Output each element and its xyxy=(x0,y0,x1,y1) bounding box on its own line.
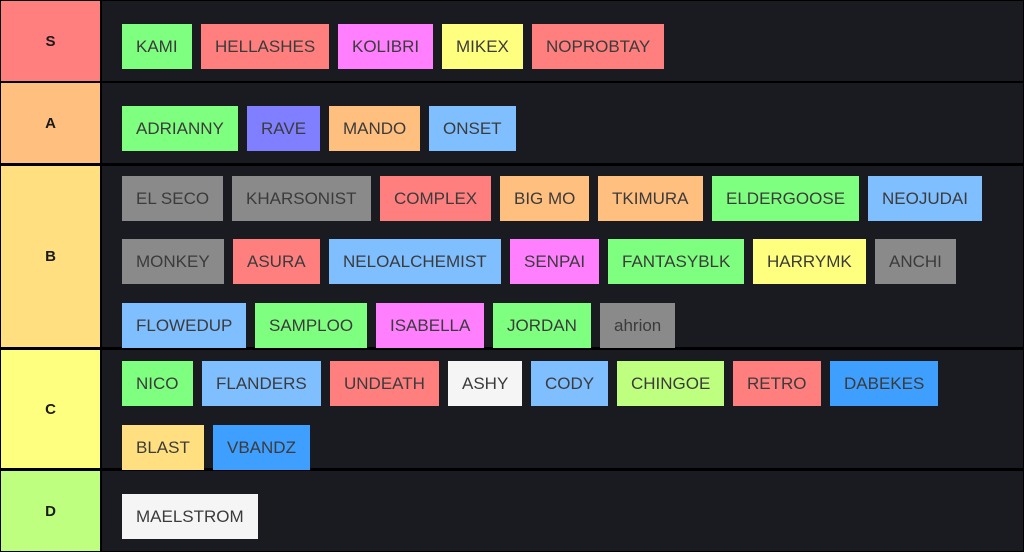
tier-item[interactable]: FANTASYBLK xyxy=(608,239,745,284)
tier-item[interactable]: KOLIBRI xyxy=(338,24,434,69)
tier-item[interactable]: ISABELLA xyxy=(376,303,485,348)
tier-row-b: B EL SECO KHARSONIST COMPLEX BIG MO TKIMURA EL… xyxy=(0,166,1024,348)
tier-items[interactable]: NICO FLANDERS UNDEATH ASHY CODY CHINGOE RETRO D… xyxy=(102,350,1023,470)
tier-item[interactable]: ANCHI xyxy=(875,239,956,284)
tier-label[interactable]: B xyxy=(1,166,100,347)
tier-item[interactable]: SENPAI xyxy=(510,239,600,284)
tier-items[interactable]: MAELSTROM xyxy=(102,471,1023,551)
tier-item[interactable]: COMPLEX xyxy=(380,176,492,221)
tier-item[interactable]: MIKEX xyxy=(442,24,523,69)
tier-item[interactable]: BIG MO xyxy=(500,176,590,221)
tier-item[interactable]: ONSET xyxy=(429,106,516,151)
tier-item[interactable]: SAMPLOO xyxy=(255,303,368,348)
tier-item[interactable]: KHARSONIST xyxy=(232,176,371,221)
tier-item[interactable]: HELLASHES xyxy=(201,24,330,69)
tier-item[interactable]: KAMI xyxy=(122,24,192,69)
tier-label[interactable]: A xyxy=(1,83,100,163)
tier-item[interactable]: RETRO xyxy=(733,361,821,406)
tier-item[interactable]: BLAST xyxy=(122,425,204,470)
tier-item[interactable]: CHINGOE xyxy=(617,361,725,406)
tier-items[interactable]: ADRIANNY RAVE MANDO ONSET xyxy=(102,83,1023,163)
tier-item[interactable]: NELOALCHEMIST xyxy=(329,239,501,284)
tier-item[interactable]: NEOJUDAI xyxy=(868,176,982,221)
tier-label[interactable]: S xyxy=(1,1,100,81)
tier-item[interactable]: NOPROBTAY xyxy=(532,24,665,69)
tier-item[interactable]: ASHY xyxy=(448,361,523,406)
tier-row-s: S KAMI HELLASHES KOLIBRI MIKEX NOPROBTAY xyxy=(0,1,1024,81)
tier-item[interactable]: HARRYMK xyxy=(753,239,866,284)
tier-item[interactable]: NICO xyxy=(122,361,193,406)
tier-label[interactable]: C xyxy=(1,350,100,468)
tier-label[interactable]: D xyxy=(1,471,100,551)
tier-item[interactable]: MONKEY xyxy=(122,239,224,284)
tier-item[interactable]: TKIMURA xyxy=(598,176,703,221)
tier-item[interactable]: FLOWEDUP xyxy=(122,303,247,348)
tier-items[interactable]: KAMI HELLASHES KOLIBRI MIKEX NOPROBTAY xyxy=(102,1,1023,81)
tier-item[interactable]: ahrion xyxy=(600,303,676,348)
tier-item[interactable]: ELDERGOOSE xyxy=(712,176,860,221)
tier-item[interactable]: CODY xyxy=(531,361,609,406)
tier-item[interactable]: RAVE xyxy=(247,106,321,151)
tier-item[interactable]: DABEKES xyxy=(830,361,939,406)
tier-item[interactable]: JORDAN xyxy=(493,303,591,348)
tier-items[interactable]: EL SECO KHARSONIST COMPLEX BIG MO TKIMURA ELD… xyxy=(102,166,1023,348)
tier-item[interactable]: MANDO xyxy=(329,106,421,151)
tier-item[interactable]: VBANDZ xyxy=(213,425,310,470)
tier-item[interactable]: ADRIANNY xyxy=(122,106,238,151)
tier-item[interactable]: MAELSTROM xyxy=(122,494,258,539)
tier-item[interactable]: EL SECO xyxy=(122,176,224,221)
tier-item[interactable]: ASURA xyxy=(233,239,320,284)
tier-row-c: C NICO FLANDERS UNDEATH ASHY CODY CHINGOE RETRO… xyxy=(0,350,1024,470)
tier-row-d: D MAELSTROM xyxy=(0,471,1024,551)
tier-row-a: A ADRIANNY RAVE MANDO ONSET xyxy=(0,83,1024,163)
tier-item[interactable]: FLANDERS xyxy=(202,361,321,406)
tier-item[interactable]: UNDEATH xyxy=(330,361,439,406)
